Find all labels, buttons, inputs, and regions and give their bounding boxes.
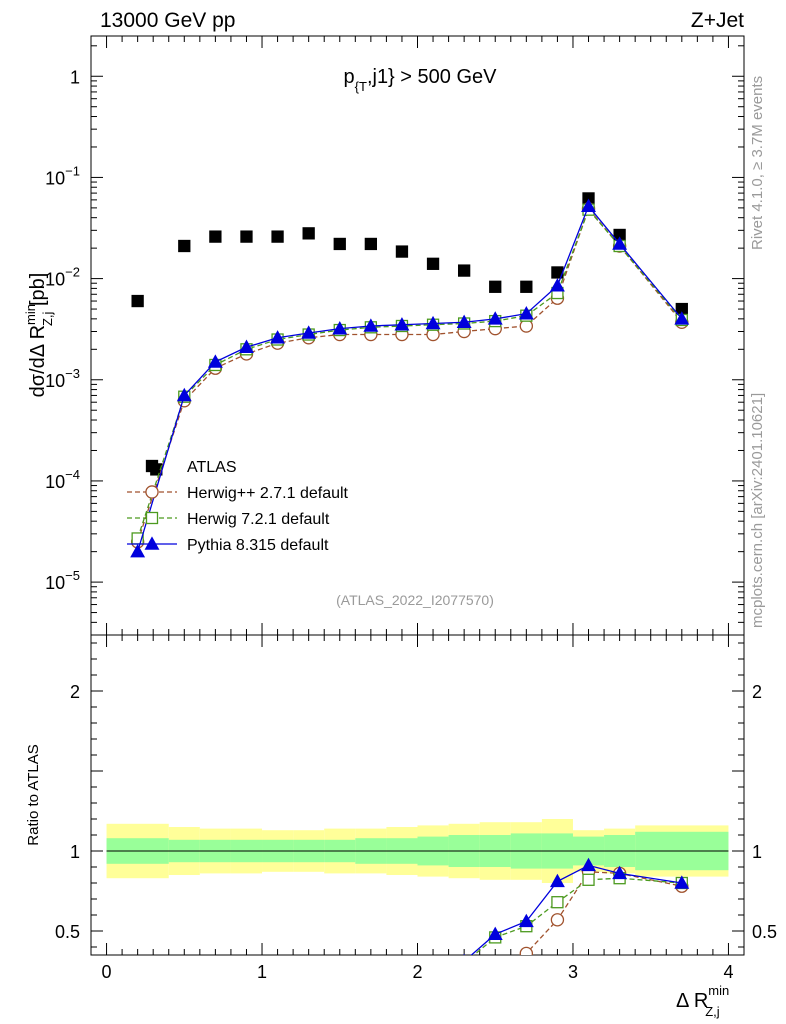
y-tick-label: 10−5 (45, 568, 80, 593)
x-tick-label: 1 (257, 962, 267, 982)
ratio-plot-frame (90, 634, 745, 956)
data-point (270, 330, 286, 344)
y-tick-label: 10−2 (45, 265, 80, 290)
ratio-plot: 0.5 0.5 1 1 2 2 0 1 2 3 4 Ratio to ATLAS Δ Rmin Z,j (25, 634, 777, 1019)
y-tick-label: 10−4 (45, 467, 80, 492)
data-point (363, 318, 379, 332)
header-energy-label: 13000 GeV pp (100, 9, 235, 32)
data-point (457, 264, 471, 277)
main-plot: 1 10−1 10−2 10−3 10−4 10−5 p{T,j1} > 500 GeV dσ… (23, 35, 745, 636)
legend-label: Pythia 8.315 default (187, 537, 329, 554)
y-tick-label: 10−3 (45, 366, 80, 391)
rivet-side-label: Rivet 4.1.0, ≥ 3.7M events (749, 76, 766, 250)
data-point (364, 237, 378, 251)
legend: ATLAS Herwig++ 2.7.1 default Herwig 7.2.1 … (127, 459, 349, 554)
header-process-label: Z+Jet (691, 9, 744, 32)
data-point (209, 230, 222, 243)
ratio-point (582, 873, 595, 886)
data-point (489, 280, 502, 293)
ratio-point (489, 957, 501, 969)
ratio-point (487, 926, 503, 940)
y-axis-title: dσ/dΔ Rmin Z,j [pb] (23, 273, 55, 398)
legend-marker (145, 511, 159, 525)
ratio-point (519, 946, 534, 955)
x-tick-label: 0 (102, 962, 112, 982)
watermark-label: (ATLAS_2022_I2077570) (336, 592, 494, 608)
data-point (520, 280, 533, 293)
plot-title: p{T,j1} > 500 GeV (344, 66, 498, 94)
data-point (178, 239, 191, 253)
ratio-point (550, 913, 565, 927)
ratio-series-mc3 (463, 857, 690, 955)
y-tick-label: 1 (70, 67, 80, 87)
data-point (487, 311, 503, 325)
data-point (426, 257, 440, 270)
y-tick-label: 10−1 (45, 163, 80, 188)
ratio-point (459, 958, 470, 969)
ratio-point (551, 896, 564, 909)
ratio-y-tick-label: 1 (70, 842, 80, 862)
ratio-point (581, 857, 596, 872)
mcplots-side-label: mcplots.cern.ch [arXiv:2401.10621] (749, 393, 766, 628)
x-axis-title: Δ Rmin Z,j (676, 983, 729, 1019)
ratio-y-tick-label-right: 0.5 (752, 922, 777, 942)
data-point (333, 237, 346, 251)
data-point (612, 236, 628, 250)
data-point (394, 317, 410, 331)
ratio-point (674, 875, 690, 889)
legend-label: ATLAS (187, 459, 237, 476)
legend-marker (144, 536, 160, 550)
data-point (674, 311, 690, 325)
data-point (131, 294, 144, 308)
ratio-point (463, 953, 465, 955)
data-point (395, 245, 409, 258)
ratio-point (549, 873, 565, 888)
ratio-point (458, 973, 470, 985)
legend-label: Herwig++ 2.7.1 default (187, 485, 349, 502)
legend-marker (145, 485, 159, 499)
ratio-point (612, 865, 628, 880)
data-point (207, 354, 223, 368)
ratio-y-axis-title: Ratio to ATLAS (25, 744, 42, 845)
data-point (425, 315, 441, 330)
data-point (239, 339, 254, 353)
data-point (130, 544, 146, 558)
ratio-y-tick-label-right: 2 (752, 682, 762, 702)
data-point (271, 230, 284, 243)
legend-label: Herwig 7.2.1 default (187, 511, 330, 528)
data-point (176, 387, 192, 402)
data-point (549, 278, 565, 292)
ratio-y-tick-label-right: 1 (752, 842, 762, 862)
x-tick-label: 4 (723, 962, 733, 982)
legend-marker (145, 459, 159, 473)
series-mc3 (130, 198, 690, 558)
data-point (240, 230, 253, 243)
x-tick-label: 2 (412, 962, 422, 982)
data-point (581, 198, 596, 212)
ratio-y-tick-label: 0.5 (55, 922, 80, 942)
ratio-y-tick-label: 2 (70, 682, 80, 702)
data-point (518, 306, 534, 320)
data-point (456, 314, 472, 329)
data-point (332, 321, 348, 335)
x-tick-label: 3 (568, 962, 578, 982)
ratio-point (518, 913, 534, 928)
data-point (301, 325, 317, 339)
data-point (302, 227, 315, 240)
